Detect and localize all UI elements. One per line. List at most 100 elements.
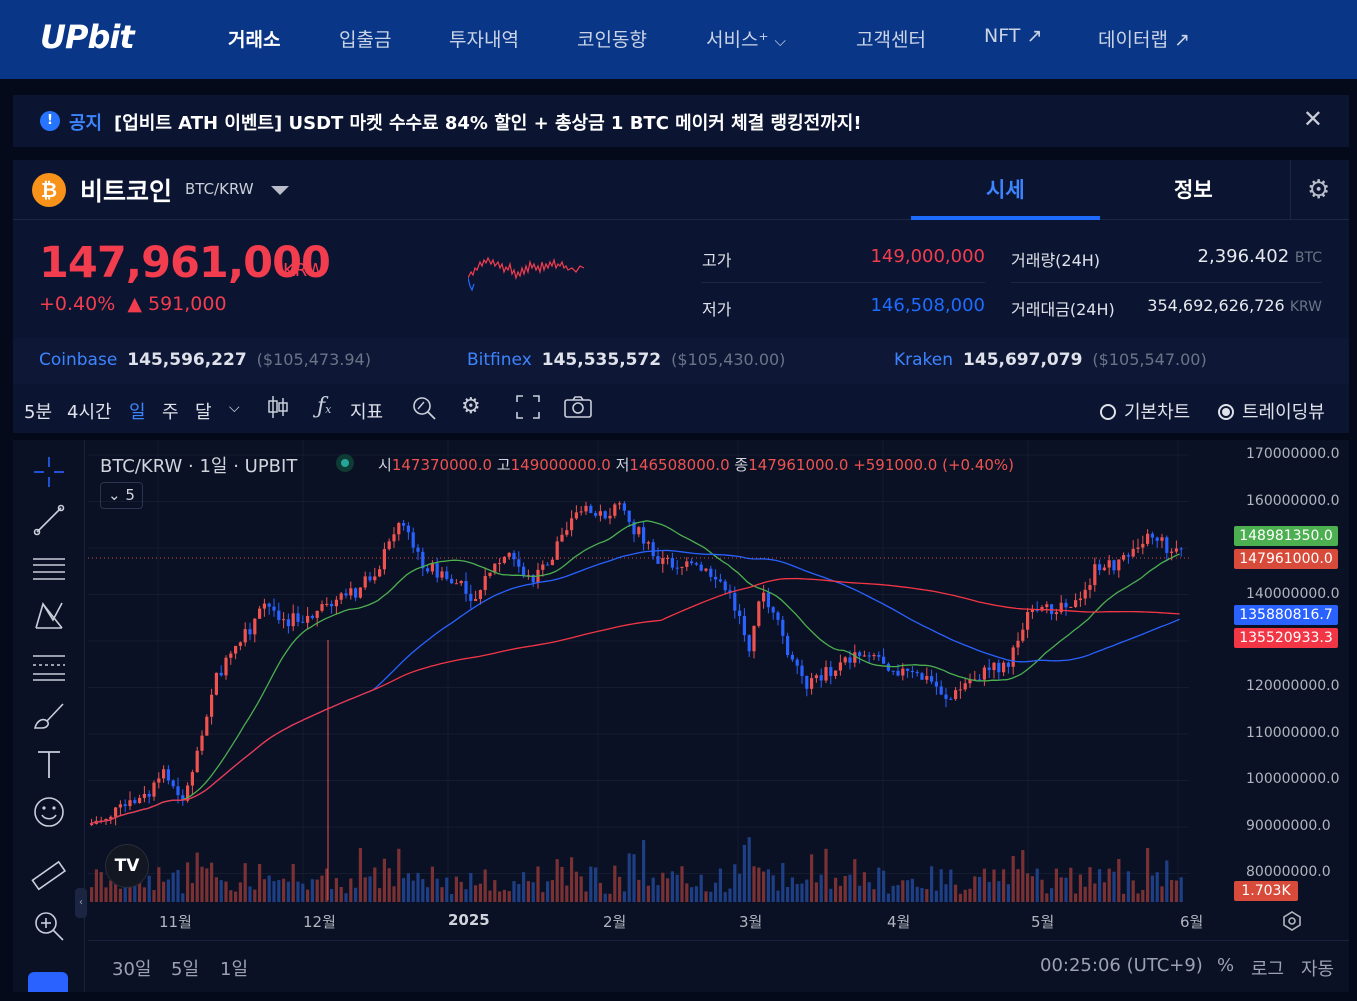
interval-4h[interactable]: 4시간 [67, 402, 112, 423]
volume-bar [834, 877, 838, 902]
tradingview-logo[interactable]: TV [105, 844, 149, 888]
volume-bar [910, 878, 914, 902]
price-chart-canvas[interactable] [88, 440, 1349, 940]
candle [392, 534, 396, 542]
ruler-icon[interactable] [31, 858, 67, 894]
volume-bar [354, 887, 358, 902]
volume-bar [1150, 875, 1154, 902]
candle [858, 652, 862, 656]
volume-bar [781, 863, 785, 902]
favorite-drawings-button[interactable] [28, 972, 68, 992]
volume-bar [1064, 877, 1068, 902]
camera-icon[interactable] [563, 394, 593, 426]
volume-bar [709, 891, 713, 902]
candle [1064, 602, 1068, 608]
volume-bar [1122, 893, 1126, 902]
volume-bar [248, 886, 252, 902]
indicator-count: 5 [125, 486, 135, 504]
volume-bar [733, 864, 737, 902]
nav-exchange[interactable]: 거래소 [228, 29, 281, 51]
range-30d[interactable]: 30일 [112, 959, 152, 980]
volume-bar [507, 891, 511, 902]
volume-24h: 2,396.402 BTC [1123, 246, 1322, 267]
candle [1146, 533, 1150, 544]
text-icon[interactable] [31, 746, 67, 782]
indicators-collapse-button[interactable]: ⌄ 5 [100, 482, 143, 509]
candle [930, 676, 934, 682]
candlestick-icon[interactable] [266, 394, 290, 426]
coin-pair[interactable]: BTC/KRW [185, 180, 254, 198]
crosshair-icon[interactable] [31, 454, 67, 490]
scale-auto[interactable]: 자동 [1301, 959, 1335, 980]
ma-price-tag: 148981350.0 [1234, 526, 1338, 546]
ma-price-tag: 135520933.3 [1234, 628, 1338, 648]
nav-datalab[interactable]: 데이터랩 ↗ [1098, 29, 1190, 51]
interval-week[interactable]: 주 [162, 402, 179, 423]
settings-button[interactable]: ⚙ [1290, 160, 1349, 220]
horizontal-lines-icon[interactable] [31, 550, 67, 586]
nav-coin-trends[interactable]: 코인동향 [577, 29, 647, 51]
candle [104, 819, 108, 821]
indicator-button[interactable]: 지표 [350, 402, 384, 423]
emoji-icon[interactable] [31, 794, 67, 830]
caret-down-icon[interactable] [271, 186, 289, 195]
mode-basic-chart[interactable]: 기본차트 [1100, 398, 1190, 424]
zoom-in-icon[interactable] [31, 908, 67, 944]
tradingview-chart[interactable]: ‹ BTC/KRW · 1일 · UPBIT 시147370000.0 고149… [13, 440, 1349, 992]
volume-bar [118, 888, 122, 902]
candle [805, 676, 809, 689]
interval-5m[interactable]: 5분 [24, 402, 53, 423]
nav-investments[interactable]: 투자내역 [449, 29, 519, 51]
candle [987, 667, 991, 671]
upbit-logo[interactable]: UPbit [40, 18, 135, 56]
scale-percent[interactable]: % [1217, 955, 1235, 976]
pattern-icon[interactable] [31, 598, 67, 634]
gear-icon[interactable]: ⚙ [461, 394, 481, 419]
market-status-icon [336, 454, 354, 472]
notice-banner[interactable]: ! 공지 [업비트 ATH 이벤트] USDT 마켓 수수료 84% 할인 + … [13, 95, 1349, 147]
tab-info[interactable]: 정보 [1174, 178, 1213, 202]
interval-month[interactable]: 달 [195, 402, 212, 423]
volume-bar [397, 848, 401, 902]
range-5d[interactable]: 5일 [171, 959, 200, 980]
volume-bar [574, 871, 578, 902]
interval-day[interactable]: 일 [129, 402, 146, 423]
candle [373, 576, 377, 581]
chevron-down-icon[interactable]: ⌵ [229, 400, 240, 416]
tab-market[interactable]: 시세 [986, 178, 1025, 202]
function-icon[interactable]: ƒx [317, 394, 332, 419]
volume-bar [536, 866, 540, 902]
trendline-icon[interactable] [31, 502, 67, 538]
fib-icon[interactable] [31, 648, 67, 684]
notice-text[interactable]: [업비트 ATH 이벤트] USDT 마켓 수수료 84% 할인 + 총상금 1… [114, 113, 862, 134]
nav-deposit[interactable]: 입출금 [339, 29, 392, 51]
candle [464, 580, 468, 594]
scale-log[interactable]: 로그 [1251, 959, 1285, 980]
volume-bar [891, 885, 895, 902]
fullscreen-icon[interactable] [515, 394, 541, 426]
nav-nft[interactable]: NFT ↗ [984, 25, 1043, 47]
candle [234, 645, 238, 654]
volume-bar [99, 872, 103, 902]
magnifier-icon[interactable] [410, 394, 438, 428]
nav-support[interactable]: 고객센터 [856, 29, 926, 51]
x-axis-label: 2025 [448, 911, 490, 929]
exchange-name: Kraken [894, 350, 954, 370]
range-1d[interactable]: 1일 [220, 959, 249, 980]
brush-icon[interactable] [31, 698, 67, 734]
coin-name[interactable]: 비트코인 [80, 177, 173, 206]
nav-services[interactable]: 서비스⁺ ⌵ [706, 25, 786, 52]
candle [622, 503, 626, 511]
volume-bar [502, 889, 506, 902]
volume-bar [651, 877, 655, 902]
close-icon[interactable]: ✕ [1302, 105, 1323, 133]
chart-clock[interactable]: 00:25:06 (UTC+9) [1040, 955, 1203, 976]
candle [954, 690, 958, 700]
collapse-arrow-icon[interactable]: ‹ [75, 888, 87, 918]
candle [1122, 555, 1126, 560]
candle [1107, 560, 1111, 568]
candle [906, 668, 910, 671]
goto-realtime-icon[interactable] [1281, 910, 1303, 932]
candle [133, 800, 137, 804]
mode-tradingview[interactable]: 트레이딩뷰 [1218, 398, 1325, 424]
